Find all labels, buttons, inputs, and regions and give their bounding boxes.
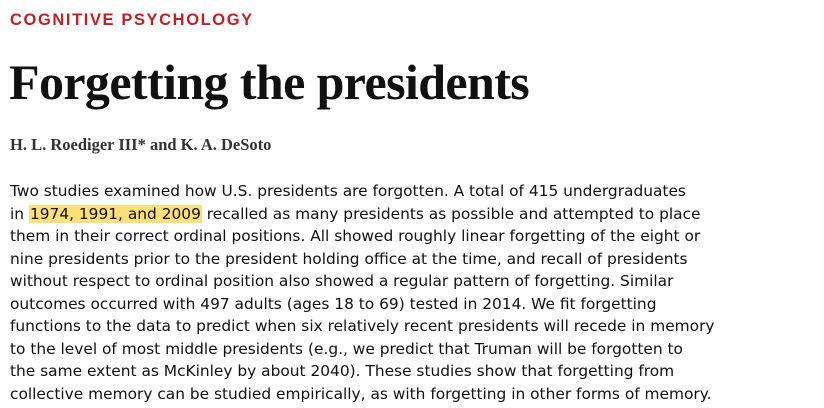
abstract-line: them in their correct ordinal positions.… bbox=[10, 227, 701, 245]
author-list: H. L. Roediger III* and K. A. DeSoto bbox=[10, 135, 272, 154]
abstract-line: in 1974, 1991, and 2009 recalled as many… bbox=[10, 203, 810, 226]
abstract-line: the same extent as McKinley by about 204… bbox=[10, 362, 675, 380]
abstract-line: nine presidents prior to the president h… bbox=[10, 249, 688, 268]
abstract-line: outcomes occurred with 497 adults (ages … bbox=[10, 294, 657, 313]
abstract-line: collective memory can be studied empiric… bbox=[10, 384, 712, 403]
abstract-line: to the level of most middle presidents (… bbox=[10, 339, 683, 358]
abstract-line: Two studies examined how U.S. presidents… bbox=[10, 182, 686, 200]
abstract: Two studies examined how U.S. presidents… bbox=[10, 180, 810, 405]
article-title: Forgetting the presidents bbox=[9, 54, 530, 110]
abstract-line: without respect to ordinal position also… bbox=[10, 272, 674, 290]
highlighted-years: 1974, 1991, and 2009 bbox=[28, 204, 202, 223]
section-label: COGNITIVE PSYCHOLOGY bbox=[10, 11, 254, 29]
abstract-text: recalled as many presidents as possible … bbox=[201, 204, 701, 223]
abstract-line: functions to the data to predict when si… bbox=[10, 317, 715, 335]
abstract-text: in bbox=[10, 204, 29, 223]
